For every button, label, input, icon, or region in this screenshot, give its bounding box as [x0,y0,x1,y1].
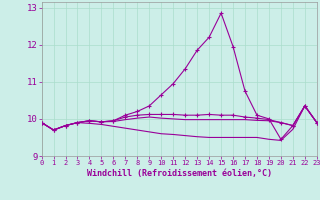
X-axis label: Windchill (Refroidissement éolien,°C): Windchill (Refroidissement éolien,°C) [87,169,272,178]
